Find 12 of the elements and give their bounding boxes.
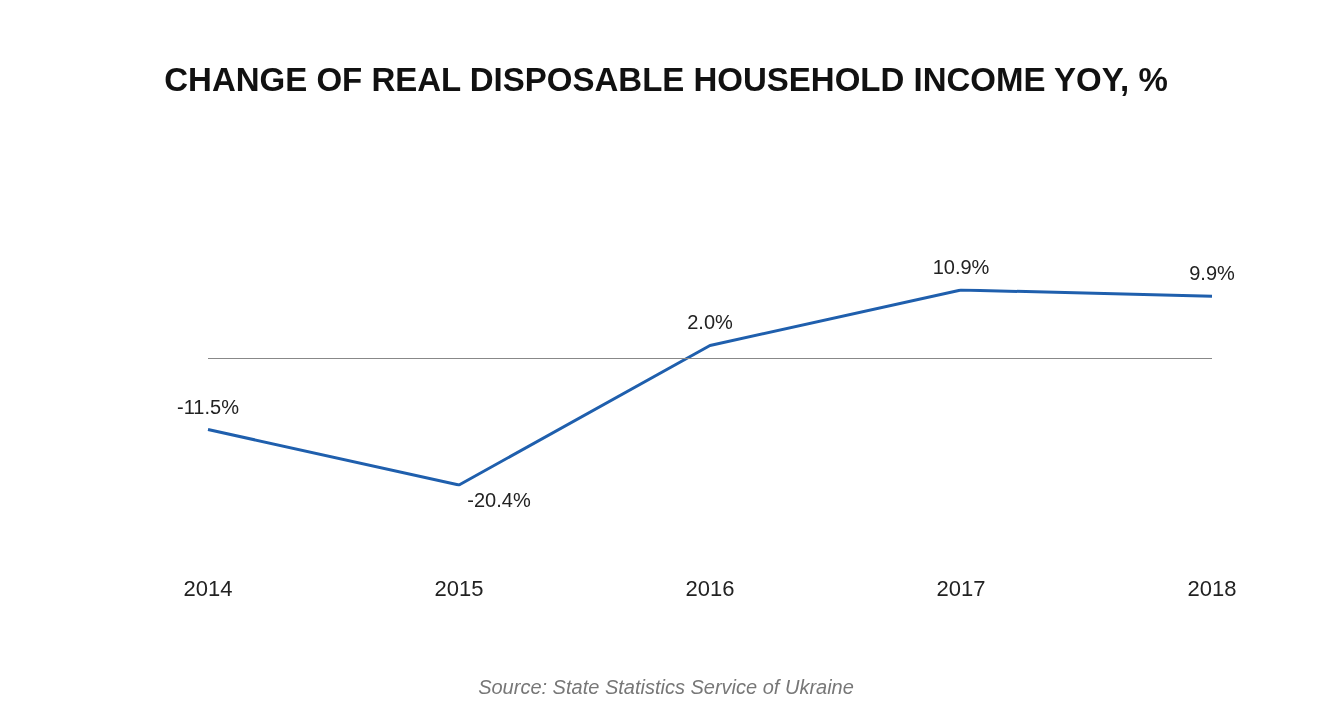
source-note: Source: State Statistics Service of Ukraine: [478, 676, 854, 698]
data-label: 9.9%: [1189, 262, 1236, 285]
data-label: -20.4%: [467, 489, 531, 511]
x-tick-label: 2014: [183, 575, 233, 601]
chart-title: CHANGE OF REAL DISPOSABLE HOUSEHOLD INCOME YOY, %: [164, 61, 1168, 98]
x-tick-label: 2015: [434, 575, 484, 601]
data-label: 2.0%: [687, 311, 734, 334]
data-label: 10.9%: [932, 256, 990, 278]
x-tick-label: 2016: [685, 575, 735, 601]
x-tick-label: 2017: [936, 575, 986, 601]
data-label: -11.5%: [177, 395, 240, 418]
x-tick-label: 2018: [1187, 575, 1237, 601]
